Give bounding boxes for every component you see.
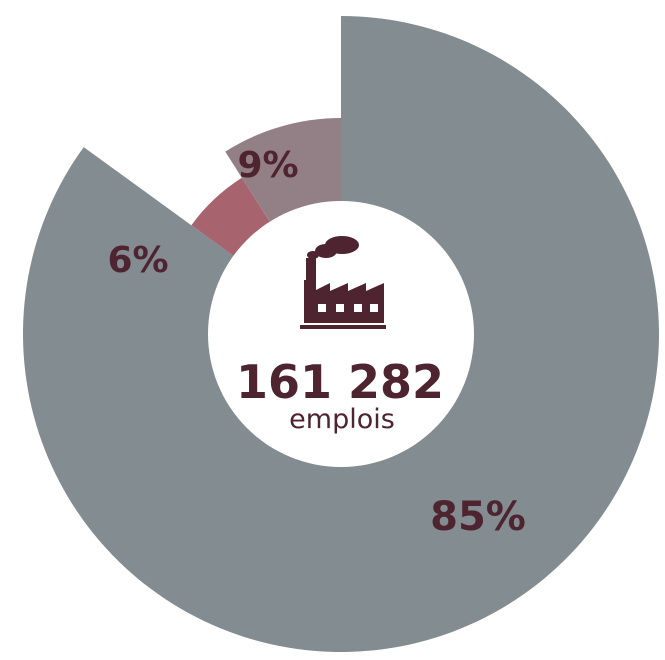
slice-label-9: 9% [237, 145, 298, 186]
labels-group: 85% 6% 9% [107, 145, 525, 540]
center-hole [208, 201, 474, 467]
factory-icon [300, 236, 386, 329]
center-caption: emplois [289, 404, 395, 435]
slice-label-85: 85% [430, 494, 526, 540]
slice-label-6: 6% [107, 240, 168, 281]
center-value: 161 282 [236, 355, 444, 409]
